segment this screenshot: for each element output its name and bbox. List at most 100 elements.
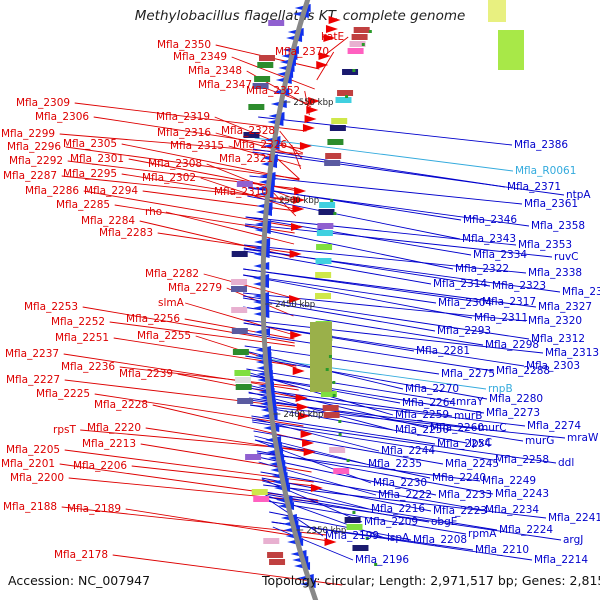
leader-line — [249, 175, 523, 205]
cog-feature-block — [315, 272, 332, 278]
cog-feature-block — [325, 153, 342, 159]
leader-line — [248, 392, 526, 427]
gene-label-right: lspA — [387, 532, 410, 544]
forward-strand-gene — [297, 412, 310, 420]
cog-feature-block — [329, 447, 346, 453]
gene-label-right: Mfla_2209 — [364, 516, 418, 528]
rna-marker — [338, 420, 342, 423]
cog-feature-block — [344, 517, 361, 523]
gene-label-left: Mfla_2237 — [5, 348, 59, 360]
cog-feature-block — [258, 55, 275, 61]
gene-label-right: Mfla_2386 — [514, 139, 568, 151]
gene-label-right: Mfla_2243 — [495, 488, 549, 500]
gene-label-left: Mfla_2252 — [51, 316, 105, 328]
gene-label-left: Mfla_2352 — [246, 85, 300, 97]
gene-label-left: Mfla_2306 — [35, 111, 89, 123]
gene-label-left: Mfla_2347 — [198, 79, 252, 91]
gene-label-right: Mfla_2346 — [463, 214, 517, 226]
right-gene-labels: Mfla_2386 Mfla_R0061 Mfla_2371 ntpAMfla_236… — [325, 139, 600, 566]
forward-strand-gene — [308, 97, 321, 105]
gene-label-right: Mfla_2222 — [378, 489, 432, 501]
cog-feature-block — [488, 0, 506, 22]
forward-strand-gene — [299, 142, 312, 150]
gene-label-left: Mfla_2255 — [137, 330, 191, 342]
cog-feature-block — [257, 62, 274, 68]
cog-feature-block — [324, 160, 341, 166]
cog-feature-block — [235, 384, 252, 390]
gene-label-right: Mfla_2338 — [528, 267, 582, 279]
cog-feature-block — [320, 391, 337, 397]
gene-label-left: Mfla_2225 — [36, 388, 90, 400]
gene-label-left: Mfla_2350 — [157, 39, 211, 51]
cog-feature-block — [267, 552, 284, 558]
gene-label-right: Mfla_2259 — [395, 409, 449, 421]
gene-label-right: Mfla_2323 — [492, 280, 546, 292]
forward-strand-gene — [316, 61, 329, 69]
gene-label-left: Mfla_2284 — [81, 215, 135, 227]
cog-feature-block — [235, 377, 252, 383]
forward-strand-gene — [290, 331, 303, 339]
gene-label-left: Mfla_2279 — [168, 282, 222, 294]
rna-marker — [374, 563, 378, 566]
gene-label-right: Mfla_2281 — [416, 345, 470, 357]
leader-line — [63, 353, 299, 391]
leader-line — [68, 477, 319, 503]
leader-line — [252, 151, 565, 196]
leader-line — [244, 225, 454, 270]
gene-label-right: Mfla_2312 — [531, 333, 585, 345]
leader-line — [272, 191, 297, 217]
rna-marker — [368, 30, 372, 33]
gene-label-right: Mfla_2298 — [485, 339, 539, 351]
cog-feature-block — [351, 34, 368, 40]
gene-label-left: Mfla_2308 — [148, 158, 202, 170]
cog-feature-block — [319, 202, 336, 208]
gene-label-right: Mfla_2280 — [489, 393, 543, 405]
gene-label-right: Mfla_2241 — [548, 512, 600, 524]
gene-label-left: Mfla_2299 — [1, 128, 55, 140]
leader-line — [64, 449, 314, 483]
cog-feature-block — [318, 209, 335, 215]
gene-label-right: Mfla_2317 — [482, 296, 536, 308]
gene-label-right: Mfla_2304 — [438, 297, 492, 309]
cog-feature-block — [329, 125, 346, 131]
rna-marker — [333, 212, 337, 215]
gene-label-left: Mfla_2326 — [233, 139, 287, 151]
cog-feature-block — [323, 412, 340, 418]
gene-label-right: Mfla_2334 — [473, 249, 527, 261]
gene-label-left: Mfla_2295 — [63, 168, 117, 180]
leader-line — [228, 145, 302, 167]
cog-feature-block — [234, 370, 251, 376]
kbp-tick-label: 2400 kbp — [283, 410, 323, 420]
leader-line — [253, 430, 444, 465]
gene-label-left: Mfla_2316 — [157, 127, 211, 139]
leader-line — [243, 306, 484, 346]
leader-line — [263, 484, 547, 519]
gene-label-right: Mfla_2327 — [538, 301, 592, 313]
cog-feature-block — [353, 27, 370, 33]
gene-label-right: murG — [525, 435, 554, 447]
cog-feature-block — [331, 118, 348, 124]
leader-line — [254, 137, 514, 172]
cog-feature-block — [317, 223, 334, 229]
gene-label-left: Mfla_2188 — [3, 501, 57, 513]
leader-line — [242, 295, 530, 340]
cog-feature-block — [316, 244, 333, 250]
leader-line — [243, 244, 527, 274]
leader-line — [250, 404, 566, 439]
forward-strand-gene — [310, 484, 323, 492]
left-gene-labels: katE Mfla_2350 Mfla_2370 Mfla_2349 Mfla_2348… — [1, 31, 344, 561]
leader-line — [248, 387, 453, 417]
gene-label-left: Mfla_2227 — [6, 374, 60, 386]
leader-line — [243, 319, 544, 354]
forward-strand-gene — [328, 16, 341, 24]
gene-label-right: Mfla_2250 — [395, 424, 449, 436]
cog-feature-block — [335, 97, 352, 103]
cog-feature-block — [231, 279, 248, 285]
gene-label-right: Mfla_2196 — [355, 554, 409, 566]
gene-label-right: Mfla_2260 — [430, 422, 484, 434]
forward-strand-gene — [292, 205, 305, 213]
leader-line — [254, 439, 431, 479]
forward-strand-gene — [325, 25, 338, 33]
gene-label-left: Mfla_2302 — [142, 172, 196, 184]
gene-label-right: Mfla_2210 — [475, 544, 529, 556]
